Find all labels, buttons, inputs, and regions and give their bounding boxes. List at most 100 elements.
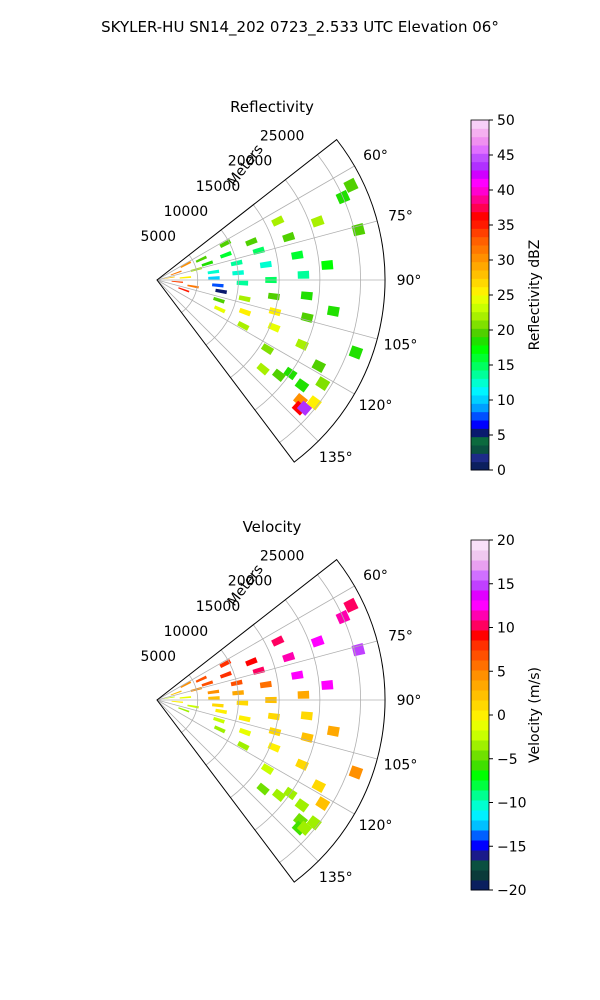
angular-gridline — [156, 279, 378, 340]
data-gate — [187, 284, 199, 289]
colorbar-segment — [471, 345, 489, 354]
radial-gridline — [181, 254, 199, 313]
data-gate — [180, 681, 192, 689]
colorbar-segment — [471, 680, 489, 691]
data-gate — [219, 671, 232, 679]
colorbar-segment — [471, 228, 489, 238]
colorbar-segment — [471, 236, 489, 246]
angular-gridline — [156, 279, 355, 395]
colorbar-tick-label: 40 — [497, 183, 515, 199]
data-gate — [238, 295, 251, 303]
colorbar-segment — [471, 760, 489, 771]
colorbar-tick-label: 30 — [497, 253, 515, 269]
data-gate — [179, 276, 192, 279]
colorbar-segment — [471, 395, 489, 404]
colorbar-segment — [471, 178, 489, 188]
data-gate — [260, 763, 275, 776]
data-gate — [294, 798, 310, 813]
colorbar-segment — [471, 690, 489, 701]
colorbar-segment — [471, 186, 489, 196]
colorbar-segment — [471, 600, 489, 611]
data-gate — [195, 675, 208, 683]
colorbar-segment — [471, 136, 489, 146]
colorbar-segment — [471, 295, 489, 304]
reflectivity-panel: Reflectivity 500010000150002000025000Met… — [140, 98, 543, 479]
data-gate — [215, 708, 228, 715]
data-gate — [271, 788, 286, 803]
colorbar-tick-label: 5 — [497, 428, 506, 444]
data-gate — [171, 700, 184, 703]
colorbar-segment — [471, 840, 489, 851]
angular-gridline — [156, 220, 378, 281]
colorbar-segment — [471, 453, 489, 463]
data-gate — [321, 679, 334, 690]
colorbar-tick-label: 10 — [497, 393, 515, 409]
colorbar-segment — [471, 870, 489, 881]
radial-tick-label: 15000 — [196, 599, 241, 615]
data-gate — [256, 362, 270, 376]
colorbar-tick-label: 20 — [497, 533, 515, 549]
radial-tick-label: 25000 — [260, 129, 305, 145]
colorbar-segment — [471, 700, 489, 711]
colorbar-segment — [471, 630, 489, 641]
data-gate — [213, 725, 226, 734]
data-gate — [315, 376, 331, 392]
data-gate — [297, 690, 310, 699]
data-gate — [171, 280, 184, 283]
radial-gridline — [279, 574, 361, 863]
data-gate — [271, 368, 286, 383]
data-gate — [343, 177, 359, 193]
data-gate — [282, 651, 296, 663]
colorbar-segment — [471, 378, 489, 388]
colorbar-label: Reflectivity dBZ — [527, 240, 543, 351]
radial-gridline — [205, 649, 239, 766]
colorbar-segment — [471, 153, 489, 163]
data-gate — [213, 716, 225, 724]
colorbar-segment — [471, 328, 489, 338]
data-gate — [179, 696, 192, 699]
data-gate — [321, 259, 334, 270]
data-gate — [297, 270, 310, 279]
colorbar-segment — [471, 540, 489, 551]
angular-tick-label: 60° — [363, 148, 388, 164]
colorbar-segment — [471, 245, 489, 254]
data-gate — [237, 321, 250, 331]
data-gate — [170, 270, 182, 276]
data-gate — [260, 343, 275, 356]
angular-tick-label: 135° — [319, 870, 353, 886]
colorbar-segment — [471, 570, 489, 581]
data-gate — [238, 727, 252, 737]
radial-tick-label: 20000 — [228, 574, 273, 590]
data-gate — [213, 296, 225, 304]
data-gate — [315, 796, 331, 812]
colorbar-tick-label: 25 — [497, 288, 515, 304]
data-gate — [207, 689, 220, 695]
colorbar-segment — [471, 720, 489, 731]
data-gate — [300, 291, 313, 301]
radial-tick-label: 20000 — [228, 154, 273, 170]
colorbar-segment — [471, 170, 489, 179]
data-gate — [201, 680, 214, 687]
velocity-grid — [156, 574, 385, 863]
radial-tick-label: 5000 — [140, 229, 176, 245]
colorbar-tick-label: 15 — [497, 358, 515, 374]
angular-gridline — [156, 585, 355, 701]
data-gate — [259, 260, 272, 269]
colorbar-segment — [471, 550, 489, 561]
data-gate — [238, 715, 251, 723]
data-gate — [310, 635, 325, 648]
colorbar-segment — [471, 810, 489, 821]
colorbar-segment — [471, 740, 489, 751]
colorbar-segment — [471, 670, 489, 681]
data-gate — [326, 725, 340, 737]
colorbar-segment — [471, 211, 489, 221]
angular-tick-label: 105° — [384, 338, 418, 354]
radial-gridline — [205, 229, 239, 346]
data-gate — [236, 280, 249, 286]
colorbar-segment — [471, 370, 489, 379]
colorbar-segment — [471, 436, 489, 446]
data-gate — [252, 666, 266, 675]
colorbar-segment — [471, 361, 489, 371]
angular-tick-label: 135° — [319, 450, 353, 466]
